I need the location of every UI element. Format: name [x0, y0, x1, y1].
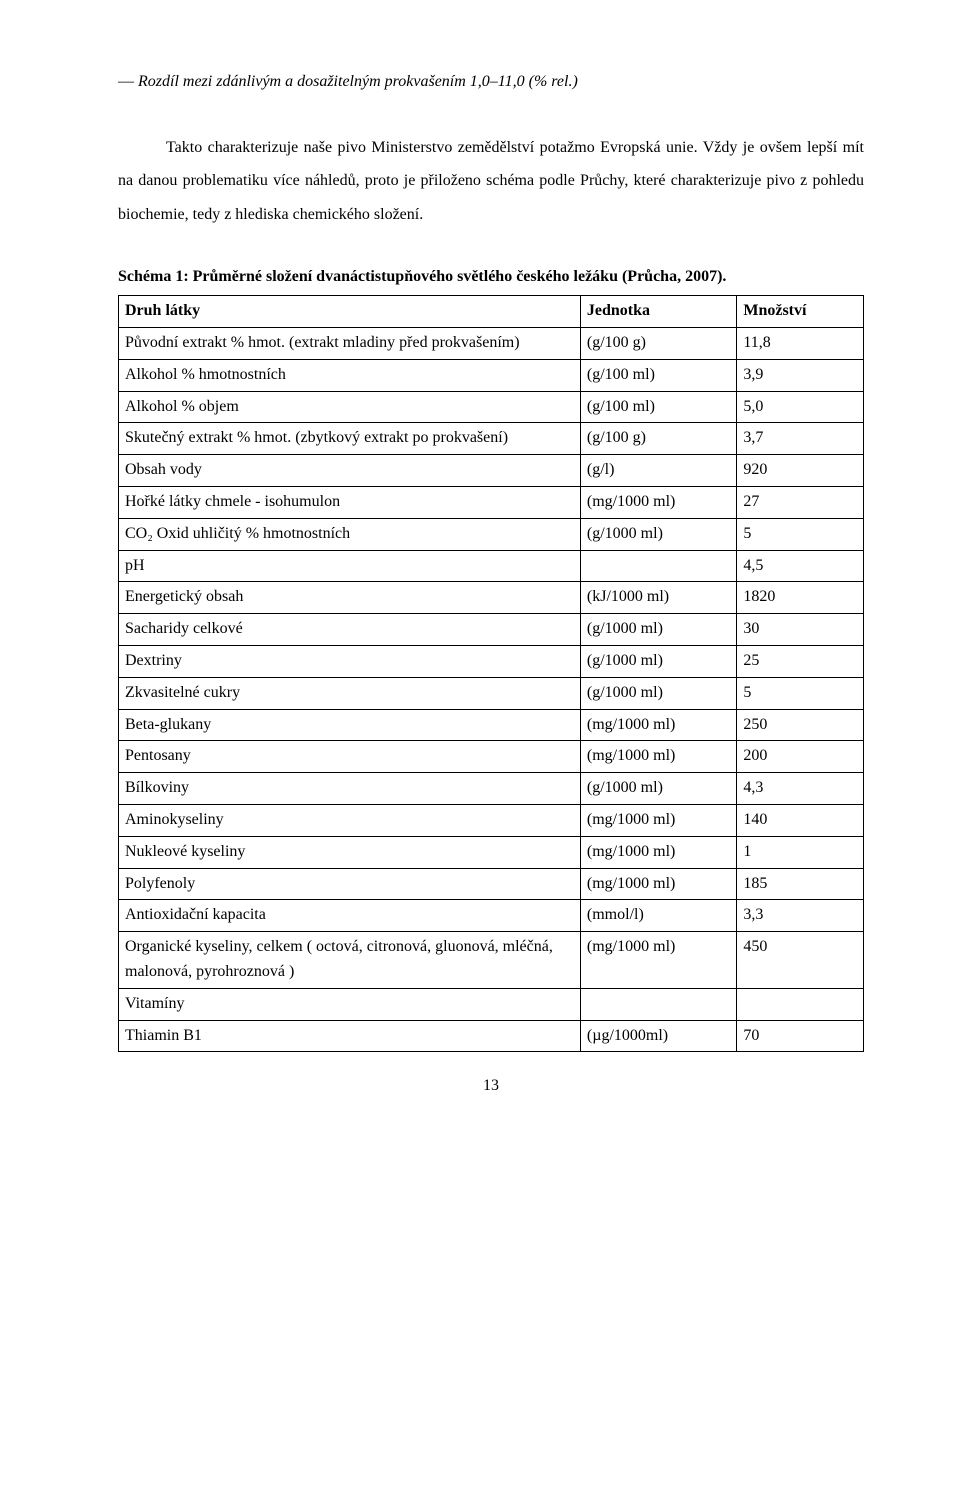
- table-cell: (g/100 ml): [580, 359, 736, 391]
- table-cell: 3,7: [737, 423, 864, 455]
- table-cell: Antioxidační kapacita: [119, 900, 581, 932]
- table-cell: Hořké látky chmele - isohumulon: [119, 486, 581, 518]
- table-cell: (mg/1000 ml): [580, 932, 736, 989]
- table-row: Zkvasitelné cukry(g/1000 ml)5: [119, 677, 864, 709]
- table-cell: 70: [737, 1020, 864, 1052]
- table-cell: 4,3: [737, 773, 864, 805]
- table-row: Antioxidační kapacita(mmol/l)3,3: [119, 900, 864, 932]
- table-cell: 3,3: [737, 900, 864, 932]
- table-cell: (mg/1000 ml): [580, 868, 736, 900]
- table-row: Bílkoviny(g/1000 ml)4,3: [119, 773, 864, 805]
- table-cell: Skutečný extrakt % hmot. (zbytkový extra…: [119, 423, 581, 455]
- table-row: Alkohol % hmotnostních(g/100 ml)3,9: [119, 359, 864, 391]
- table-cell: Aminokyseliny: [119, 804, 581, 836]
- table-row: Skutečný extrakt % hmot. (zbytkový extra…: [119, 423, 864, 455]
- table-cell: Dextriny: [119, 645, 581, 677]
- table-cell: Organické kyseliny, celkem ( octová, cit…: [119, 932, 581, 989]
- table-row: Obsah vody(g/l)920: [119, 455, 864, 487]
- table-row: Energetický obsah(kJ/1000 ml)1820: [119, 582, 864, 614]
- table-header-cell: Jednotka: [580, 296, 736, 328]
- table-row: Aminokyseliny(mg/1000 ml)140: [119, 804, 864, 836]
- table-cell: Sacharidy celkové: [119, 614, 581, 646]
- table-cell: 11,8: [737, 327, 864, 359]
- table-row: pH 4,5: [119, 550, 864, 582]
- table-cell: [580, 988, 736, 1020]
- schema-title: Schéma 1: Průměrné složení dvanáctistupň…: [118, 260, 864, 294]
- table-cell: (µg/1000ml): [580, 1020, 736, 1052]
- table-cell: (mmol/l): [580, 900, 736, 932]
- table-row: Alkohol % objem(g/100 ml)5,0: [119, 391, 864, 423]
- table-cell: (g/100 g): [580, 327, 736, 359]
- table-cell: 1: [737, 836, 864, 868]
- table-cell: Thiamin B1: [119, 1020, 581, 1052]
- table-row: Beta-glukany(mg/1000 ml)250: [119, 709, 864, 741]
- table-row: Původní extrakt % hmot. (extrakt mladiny…: [119, 327, 864, 359]
- table-cell: Vitamíny: [119, 988, 581, 1020]
- table-cell: 3,9: [737, 359, 864, 391]
- table-cell: (mg/1000 ml): [580, 741, 736, 773]
- table-cell: (g/1000 ml): [580, 677, 736, 709]
- table-cell: (g/l): [580, 455, 736, 487]
- table-cell: Energetický obsah: [119, 582, 581, 614]
- composition-table: Druh látky Jednotka Množství Původní ext…: [118, 295, 864, 1052]
- table-cell: 25: [737, 645, 864, 677]
- table-row: Sacharidy celkové(g/1000 ml)30: [119, 614, 864, 646]
- table-row: Pentosany(mg/1000 ml)200: [119, 741, 864, 773]
- table-cell: CO₂ Oxid uhličitý % hmotnostních: [119, 518, 581, 550]
- table-cell: (g/1000 ml): [580, 614, 736, 646]
- table-cell: Původní extrakt % hmot. (extrakt mladiny…: [119, 327, 581, 359]
- table-cell: 920: [737, 455, 864, 487]
- table-cell: 5: [737, 518, 864, 550]
- table-cell: 200: [737, 741, 864, 773]
- table-row: Polyfenoly(mg/1000 ml)185: [119, 868, 864, 900]
- table-row: Thiamin B1(µg/1000ml)70: [119, 1020, 864, 1052]
- table-row: Organické kyseliny, celkem ( octová, cit…: [119, 932, 864, 989]
- table-row: Vitamíny: [119, 988, 864, 1020]
- table-cell: (g/1000 ml): [580, 645, 736, 677]
- table-cell: 1820: [737, 582, 864, 614]
- table-cell: Obsah vody: [119, 455, 581, 487]
- table-cell: (g/1000 ml): [580, 773, 736, 805]
- table-cell: (g/1000 ml): [580, 518, 736, 550]
- table-header-cell: Druh látky: [119, 296, 581, 328]
- table-cell: Pentosany: [119, 741, 581, 773]
- table-cell: 30: [737, 614, 864, 646]
- table-cell: 140: [737, 804, 864, 836]
- table-cell: 27: [737, 486, 864, 518]
- table-cell: (mg/1000 ml): [580, 709, 736, 741]
- table-cell: 450: [737, 932, 864, 989]
- intro-line: ― Rozdíl mezi zdánlivým a dosažitelným p…: [118, 70, 864, 95]
- table-cell: Nukleové kyseliny: [119, 836, 581, 868]
- table-cell: [737, 988, 864, 1020]
- table-cell: Bílkoviny: [119, 773, 581, 805]
- table-row: Dextriny(g/1000 ml)25: [119, 645, 864, 677]
- table-cell: 5: [737, 677, 864, 709]
- table-cell: (kJ/1000 ml): [580, 582, 736, 614]
- table-cell: (mg/1000 ml): [580, 804, 736, 836]
- page-number: 13: [118, 1074, 864, 1099]
- body-paragraph: Takto charakterizuje naše pivo Ministers…: [118, 131, 864, 232]
- table-row: CO₂ Oxid uhličitý % hmotnostních(g/1000 …: [119, 518, 864, 550]
- table-cell: (mg/1000 ml): [580, 486, 736, 518]
- table-cell: Alkohol % objem: [119, 391, 581, 423]
- table-header-row: Druh látky Jednotka Množství: [119, 296, 864, 328]
- table-cell: pH: [119, 550, 581, 582]
- table-cell: [580, 550, 736, 582]
- table-cell: 4,5: [737, 550, 864, 582]
- table-header-cell: Množství: [737, 296, 864, 328]
- table-cell: (mg/1000 ml): [580, 836, 736, 868]
- table-cell: 5,0: [737, 391, 864, 423]
- table-row: Hořké látky chmele - isohumulon(mg/1000 …: [119, 486, 864, 518]
- table-cell: (g/100 g): [580, 423, 736, 455]
- table-cell: Zkvasitelné cukry: [119, 677, 581, 709]
- table-cell: 185: [737, 868, 864, 900]
- table-cell: (g/100 ml): [580, 391, 736, 423]
- table-cell: 250: [737, 709, 864, 741]
- table-cell: Beta-glukany: [119, 709, 581, 741]
- table-row: Nukleové kyseliny(mg/1000 ml)1: [119, 836, 864, 868]
- table-cell: Alkohol % hmotnostních: [119, 359, 581, 391]
- table-cell: Polyfenoly: [119, 868, 581, 900]
